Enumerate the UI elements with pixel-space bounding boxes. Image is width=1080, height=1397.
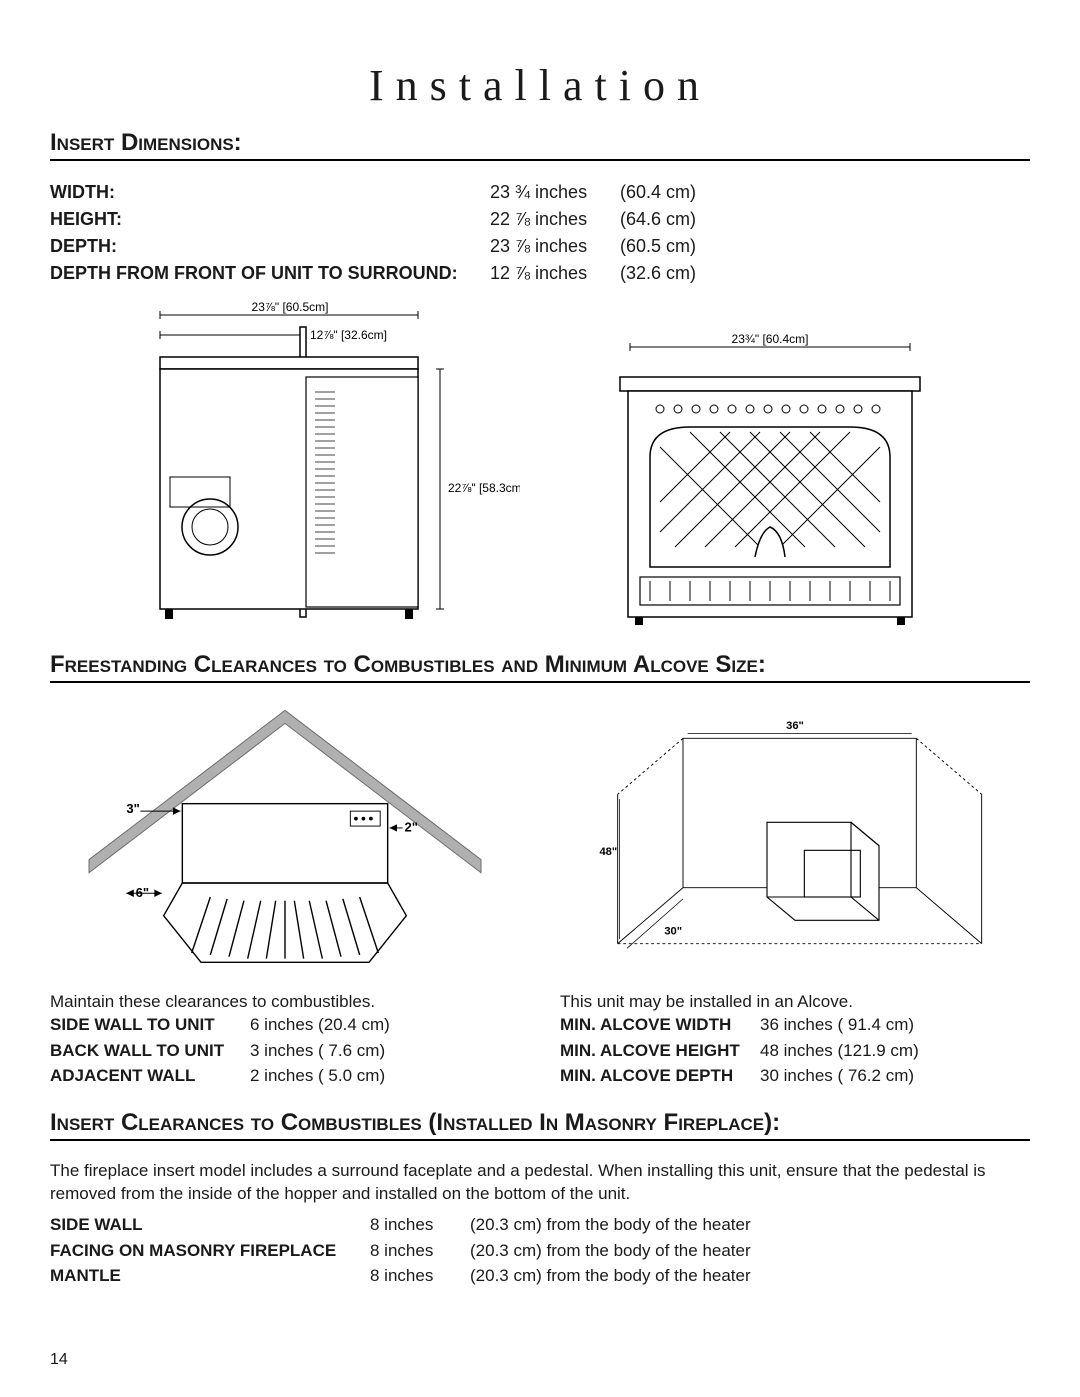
spec-label: MIN. ALCOVE HEIGHT xyxy=(560,1038,760,1064)
spec-label: MIN. ALCOVE DEPTH xyxy=(560,1063,760,1089)
dimensions-table: WIDTH: 23 ¾ inches (60.4 cm) HEIGHT: 22 … xyxy=(50,179,1030,287)
page-title: Installation xyxy=(50,60,1030,111)
right-caption: This unit may be installed in an Alcove. xyxy=(560,992,1030,1012)
dim-48: 48" xyxy=(599,846,617,858)
spec-val: 6 inches (20.4 cm) xyxy=(250,1012,520,1038)
masonry-label: MANTLE xyxy=(50,1263,370,1289)
section-masonry-heading: Insert Clearances to Combustibles (Insta… xyxy=(50,1109,1030,1141)
dim-3in: 3" xyxy=(126,801,139,816)
clearance-left-col: 3" 2" 6" Maintain these clearances to co… xyxy=(50,701,520,1089)
section-clearances-heading: Freestanding Clearances to Combustibles … xyxy=(50,651,1030,683)
spec-label: MIN. ALCOVE WIDTH xyxy=(560,1012,760,1038)
dim-36: 36" xyxy=(786,720,804,732)
left-caption: Maintain these clearances to combustible… xyxy=(50,992,520,1012)
dim-row: WIDTH: 23 ¾ inches (60.4 cm) xyxy=(50,179,1030,206)
masonry-desc: (20.3 cm) from the body of the heater xyxy=(470,1238,1030,1264)
spec-label: BACK WALL TO UNIT xyxy=(50,1038,250,1064)
dim-label: HEIGHT: xyxy=(50,206,490,233)
alcove-diagram: 36" 48" 30" xyxy=(560,701,1030,981)
spec-label: SIDE WALL TO UNIT xyxy=(50,1012,250,1038)
section-insert-dimensions-heading: Insert Dimensions: xyxy=(50,129,1030,161)
spec-val: 3 inches ( 7.6 cm) xyxy=(250,1038,520,1064)
masonry-inches: 8 inches xyxy=(370,1238,470,1264)
masonry-label: FACING ON MASONRY FIREPLACE xyxy=(50,1238,370,1264)
dim-row: HEIGHT: 22 ⅞ inches (64.6 cm) xyxy=(50,206,1030,233)
dim-30: 30" xyxy=(664,925,682,937)
clearance-right-col: 36" 48" 30" This unit may be installed i… xyxy=(560,701,1030,1089)
dim-label-front-width: 23¾" [60.4cm] xyxy=(732,332,809,346)
dim-label: DEPTH FROM FRONT OF UNIT TO SURROUND: xyxy=(50,260,490,287)
dim-inches: 12 ⅞ inches xyxy=(490,260,620,287)
dim-2in: 2" xyxy=(404,820,417,835)
masonry-intro: The fireplace insert model includes a su… xyxy=(50,1159,1030,1207)
masonry-desc: (20.3 cm) from the body of the heater xyxy=(470,1263,1030,1289)
clearance-diagrams: 3" 2" 6" Maintain these clearances to co… xyxy=(50,701,1030,1089)
front-view-diagram: 23¾" [60.4cm] xyxy=(560,297,980,627)
dim-label-top: 23⅞" [60.5cm] xyxy=(252,300,329,314)
dim-cm: (32.6 cm) xyxy=(620,260,740,287)
masonry-table: SIDE WALL 8 inches (20.3 cm) from the bo… xyxy=(50,1212,1030,1289)
dim-row: DEPTH FROM FRONT OF UNIT TO SURROUND: 12… xyxy=(50,260,1030,287)
dim-label-height: 22⅞" [58.3cm] xyxy=(448,481,520,495)
spec-val: 30 inches ( 76.2 cm) xyxy=(760,1063,1030,1089)
spec-label: ADJACENT WALL xyxy=(50,1063,250,1089)
dim-cm: (60.5 cm) xyxy=(620,233,740,260)
spec-val: 36 inches ( 91.4 cm) xyxy=(760,1012,1030,1038)
masonry-label: SIDE WALL xyxy=(50,1212,370,1238)
dim-inches: 22 ⅞ inches xyxy=(490,206,620,233)
dim-inches: 23 ¾ inches xyxy=(490,179,620,206)
masonry-inches: 8 inches xyxy=(370,1263,470,1289)
dim-label-depth: 12⅞" [32.6cm] xyxy=(310,328,387,342)
dim-label: DEPTH: xyxy=(50,233,490,260)
masonry-desc: (20.3 cm) from the body of the heater xyxy=(470,1212,1030,1238)
dim-cm: (60.4 cm) xyxy=(620,179,740,206)
dimension-diagrams: 23⅞" [60.5cm] 12⅞" [32.6cm] xyxy=(50,297,1030,627)
dim-inches: 23 ⅞ inches xyxy=(490,233,620,260)
spec-val: 48 inches (121.9 cm) xyxy=(760,1038,1030,1064)
dim-6in: 6" xyxy=(136,885,149,900)
spec-val: 2 inches ( 5.0 cm) xyxy=(250,1063,520,1089)
page-number: 14 xyxy=(50,1351,68,1369)
plan-view-diagram: 3" 2" 6" xyxy=(50,701,520,981)
dim-cm: (64.6 cm) xyxy=(620,206,740,233)
masonry-inches: 8 inches xyxy=(370,1212,470,1238)
side-view-diagram: 23⅞" [60.5cm] 12⅞" [32.6cm] xyxy=(100,297,520,627)
dim-row: DEPTH: 23 ⅞ inches (60.5 cm) xyxy=(50,233,1030,260)
dim-label: WIDTH: xyxy=(50,179,490,206)
